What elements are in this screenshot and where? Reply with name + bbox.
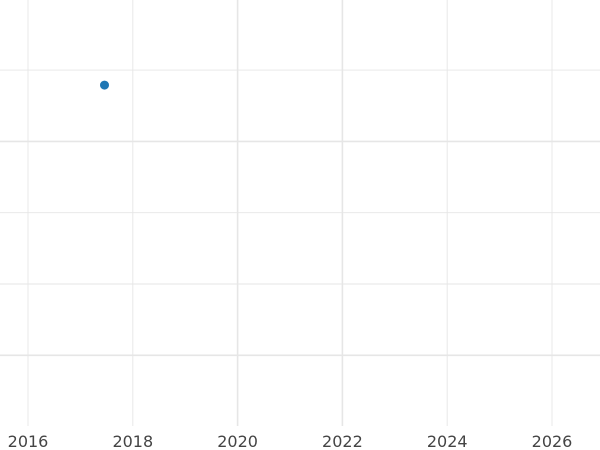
data-point	[100, 80, 110, 90]
x-tick-label: 2022	[322, 432, 363, 450]
x-tick-label: 2024	[427, 432, 468, 450]
x-tick-label: 2018	[112, 432, 153, 450]
x-tick-label: 2016	[8, 432, 49, 450]
x-tick-label: 2020	[217, 432, 258, 450]
x-tick-label: 2026	[532, 432, 573, 450]
